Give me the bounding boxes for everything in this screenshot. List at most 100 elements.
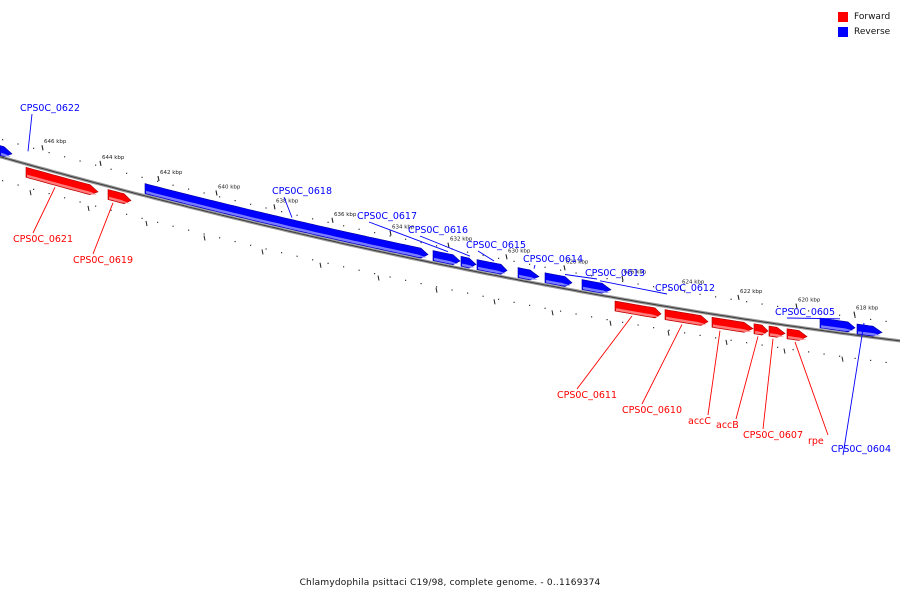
tick-mark bbox=[273, 204, 276, 210]
scale-dot bbox=[653, 327, 655, 329]
scale-dot bbox=[265, 207, 267, 209]
gene-arrow[interactable] bbox=[25, 166, 99, 196]
scale-dot bbox=[544, 266, 546, 268]
gene-label[interactable]: CPS0C_0619 bbox=[73, 255, 133, 266]
scale-dot bbox=[110, 168, 112, 170]
tick-label: 636 kbp bbox=[334, 212, 357, 218]
gene-arrow-highlight bbox=[478, 266, 506, 274]
scale-dot bbox=[358, 269, 360, 271]
gene-arrow[interactable] bbox=[711, 316, 754, 333]
gene-CPS0C_0618[interactable]: CPS0C_0618 bbox=[144, 183, 429, 259]
gene-CPS0C_0615[interactable]: CPS0C_0615 bbox=[466, 240, 526, 275]
gene-label[interactable]: CPS0C_0612 bbox=[655, 283, 715, 294]
gene-leader-line bbox=[477, 250, 495, 262]
gene-label[interactable]: CPS0C_0621 bbox=[13, 234, 73, 245]
scale-dot bbox=[79, 201, 81, 203]
gene-CPS0C_0621[interactable]: CPS0C_0621 bbox=[13, 166, 99, 245]
gene-CPS0C_0611[interactable]: CPS0C_0611 bbox=[557, 300, 662, 401]
gene-label[interactable]: CPS0C_0613 bbox=[585, 268, 645, 279]
scale-dot bbox=[172, 184, 174, 186]
scale-dot bbox=[420, 282, 422, 285]
gene-label[interactable]: accB bbox=[716, 420, 739, 431]
gene-arrow-highlight bbox=[666, 316, 707, 325]
minor-tick-mark bbox=[725, 339, 728, 345]
gene-CPS0C_0622[interactable]: CPS0C_0622 bbox=[0, 103, 80, 157]
gene-label[interactable]: CPS0C_0604 bbox=[831, 444, 891, 455]
gene-label[interactable]: CPS0C_0614 bbox=[523, 254, 583, 265]
gene-label[interactable]: CPS0C_0610 bbox=[622, 405, 682, 416]
tick-mark bbox=[737, 294, 740, 300]
tick-label: 624 kbp bbox=[682, 280, 705, 286]
gene-CPS0C_0614[interactable]: CPS0C_0614 bbox=[517, 254, 583, 281]
scale-dot bbox=[885, 361, 887, 364]
gene-CPS0C_0619[interactable]: CPS0C_0619 bbox=[73, 189, 133, 267]
gene-arrow[interactable] bbox=[144, 183, 429, 259]
gene-label[interactable]: CPS0C_0617 bbox=[357, 211, 417, 222]
scale-dot bbox=[451, 289, 453, 291]
scale-dot bbox=[374, 273, 376, 275]
gene-arrow-highlight bbox=[1, 152, 11, 157]
scale-dot bbox=[17, 184, 19, 186]
gene-accB[interactable]: accB bbox=[716, 323, 769, 431]
gene-label[interactable]: CPS0C_0605 bbox=[775, 307, 835, 318]
scale-dot bbox=[95, 164, 97, 166]
genome-backbone bbox=[0, 155, 900, 343]
scale-dot bbox=[498, 298, 500, 300]
scale-dot bbox=[746, 301, 748, 303]
scale-dot bbox=[389, 276, 391, 278]
gene-label[interactable]: accC bbox=[688, 416, 711, 427]
gene-arrow[interactable] bbox=[664, 309, 709, 326]
gene-CPS0C_0607[interactable]: CPS0C_0607 bbox=[743, 325, 803, 441]
gene-leader-line bbox=[599, 280, 668, 295]
gene-arrow-highlight bbox=[821, 325, 854, 331]
tick-label: 618 kbp bbox=[856, 306, 879, 312]
gene-CPS0C_0604[interactable]: CPS0C_0604 bbox=[831, 322, 891, 456]
scale-dot bbox=[296, 214, 298, 216]
gene-CPS0C_0612[interactable]: CPS0C_0612 bbox=[581, 279, 715, 295]
gene-label[interactable]: CPS0C_0607 bbox=[743, 430, 803, 441]
tick-label: 646 kbp bbox=[44, 139, 67, 145]
scale-dot bbox=[110, 209, 112, 211]
scale-dot bbox=[575, 313, 577, 315]
scale-dot bbox=[141, 217, 143, 219]
gene-label[interactable]: CPS0C_0615 bbox=[466, 240, 526, 251]
gene-CPS0C_0613[interactable]: CPS0C_0613 bbox=[544, 268, 645, 287]
scale-dot bbox=[126, 172, 128, 174]
scale-dot bbox=[343, 266, 345, 268]
gene-label[interactable]: CPS0C_0618 bbox=[272, 186, 332, 197]
scale-dot bbox=[250, 244, 252, 246]
gene-CPS0C_0616[interactable]: CPS0C_0616 bbox=[408, 225, 477, 269]
scale-dot bbox=[668, 288, 670, 290]
gene-accC[interactable]: accC bbox=[688, 316, 754, 427]
gene-CPS0C_0617[interactable]: CPS0C_0617 bbox=[357, 211, 461, 266]
gene-leader-line bbox=[27, 113, 33, 152]
gene-CPS0C_0605[interactable]: CPS0C_0605 bbox=[775, 307, 856, 333]
tick-mark bbox=[853, 311, 856, 317]
gene-leader-line bbox=[842, 322, 865, 456]
scale-dot bbox=[575, 272, 577, 274]
scale-dot bbox=[281, 252, 283, 254]
gene-arrow[interactable] bbox=[476, 259, 508, 275]
gene-label[interactable]: rpe bbox=[808, 436, 824, 447]
scale-dot bbox=[513, 260, 515, 262]
forward-swatch bbox=[838, 11, 848, 22]
gene-label[interactable]: CPS0C_0622 bbox=[20, 103, 80, 114]
gene-rpe[interactable]: rpe bbox=[786, 328, 829, 447]
gene-arrow[interactable] bbox=[614, 300, 662, 319]
gene-arrow-highlight bbox=[109, 196, 130, 204]
scale-dot bbox=[219, 196, 221, 198]
scale-dot bbox=[715, 337, 717, 339]
tick-label: 630 kbp bbox=[508, 248, 531, 254]
scale-dot bbox=[296, 255, 298, 257]
minor-tick-mark bbox=[145, 220, 148, 227]
scale-dot bbox=[203, 192, 205, 194]
forward-scale-row bbox=[2, 180, 887, 364]
gene-label[interactable]: CPS0C_0611 bbox=[557, 390, 617, 401]
scale-dot bbox=[777, 346, 779, 348]
gene-label[interactable]: CPS0C_0616 bbox=[408, 225, 468, 236]
scale-dot bbox=[64, 156, 66, 158]
tick-mark bbox=[389, 230, 392, 236]
minor-tick-mark bbox=[29, 190, 32, 196]
gene-CPS0C_0610[interactable]: CPS0C_0610 bbox=[622, 309, 709, 416]
scale-dot bbox=[141, 176, 143, 178]
